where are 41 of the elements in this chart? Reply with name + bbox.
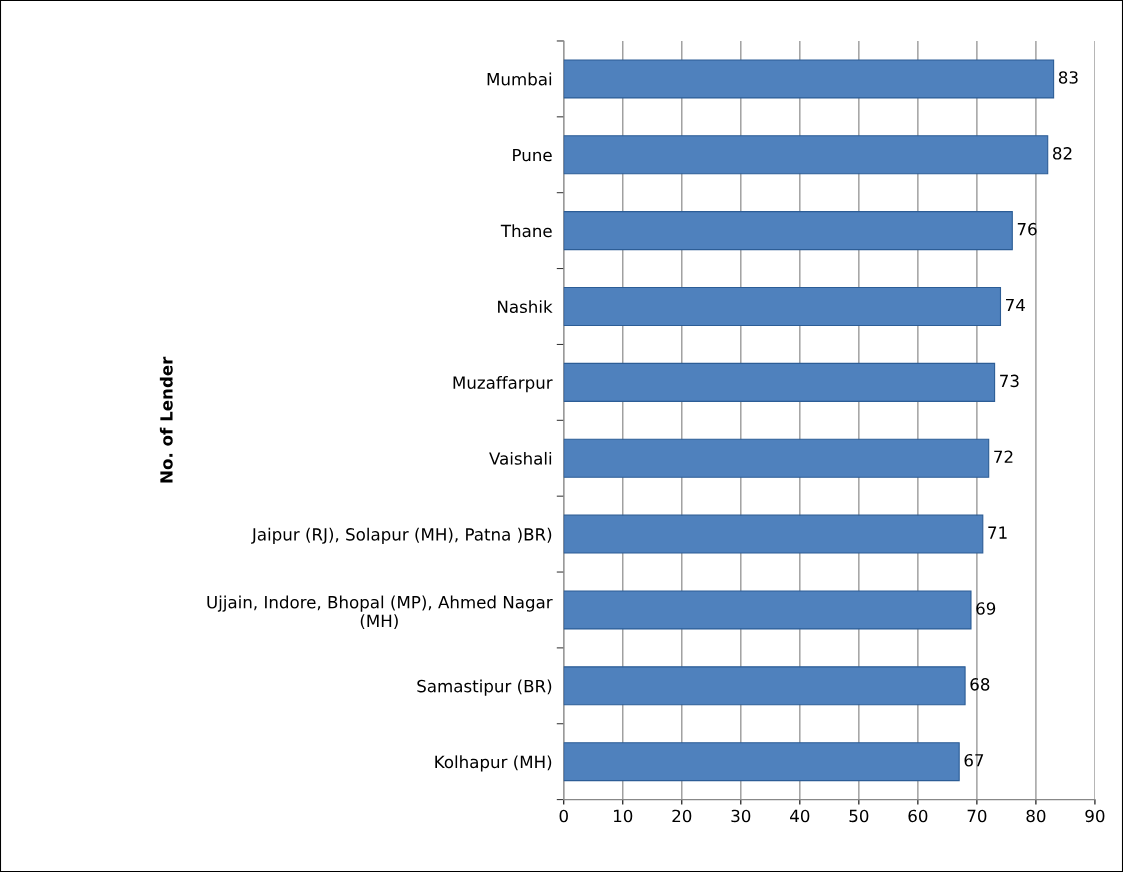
y-tick-label: Ujjain, Indore, Bhopal (MP), Ahmed Nagar (MH): [207, 595, 553, 630]
bar: [563, 742, 960, 782]
bar: [563, 590, 972, 630]
y-tick-label: Samastipur (BR): [417, 679, 552, 696]
x-tick-label: 0: [559, 809, 568, 823]
y-tick-label: Pune: [513, 148, 552, 162]
x-tick-label: 70: [967, 809, 987, 823]
bar: [563, 362, 996, 402]
y-tick-label: Mumbai: [487, 72, 552, 86]
y-axis-title: No. of Lender: [159, 356, 173, 483]
data-label: 83: [1058, 71, 1078, 84]
data-label: 68: [970, 678, 990, 691]
data-label: 74: [1006, 298, 1025, 312]
bar: [563, 211, 1013, 251]
data-label: 69: [976, 602, 996, 615]
bar: [563, 59, 1055, 99]
data-label: 82: [1053, 147, 1072, 160]
y-tick-label: Nashik: [498, 300, 553, 314]
x-tick-label: 40: [790, 809, 810, 823]
y-tick-label: Thane: [500, 224, 552, 238]
x-tick-label: 90: [1085, 809, 1105, 823]
x-tick-label: 30: [731, 809, 751, 823]
y-tick-label: Muzaffarpur: [453, 376, 553, 393]
x-tick-label: 60: [908, 809, 928, 823]
y-tick-label: Kolhapur (MH): [435, 755, 552, 772]
x-tick-label: 80: [1026, 809, 1046, 823]
data-label: 72: [994, 450, 1013, 463]
data-label: 71: [988, 526, 1007, 539]
bar: [563, 135, 1049, 175]
y-tick-label: Vaishali: [489, 451, 552, 465]
data-label: 76: [1017, 222, 1037, 236]
data-label: 73: [1000, 374, 1019, 388]
bar: [563, 286, 1002, 327]
y-tick-label: Jaipur (RJ), Solapur (MH), Patna )BR): [251, 527, 552, 544]
data-label: 67: [964, 753, 984, 767]
x-tick-label: 10: [613, 809, 633, 823]
bar: [563, 514, 984, 554]
x-tick-label: 20: [672, 809, 692, 823]
x-tick-label: 50: [849, 809, 869, 823]
bar: [563, 666, 966, 706]
bar: [563, 438, 990, 478]
